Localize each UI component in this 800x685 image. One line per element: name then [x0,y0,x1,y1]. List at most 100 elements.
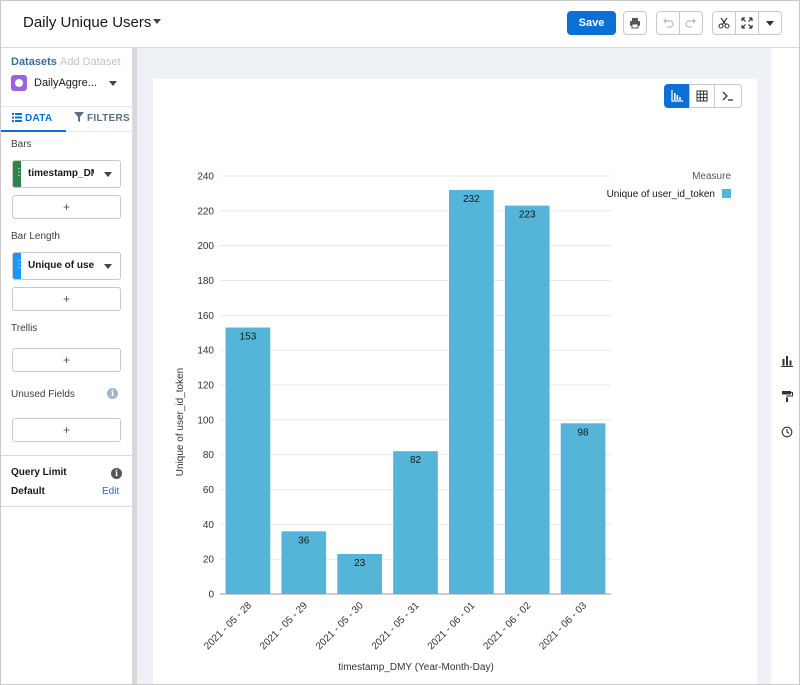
undo-icon [663,18,674,28]
dataset-icon [11,75,27,91]
legend-swatch[interactable] [722,189,731,198]
tab-data[interactable]: DATA [1,107,66,132]
bar[interactable] [449,189,494,594]
tab-filters[interactable]: FILTERS [67,107,133,132]
chevron-down-icon[interactable] [104,264,112,269]
x-tick-label: 2021 - 05 - 28 [202,600,254,652]
save-button[interactable]: Save [567,11,616,35]
y-axis-ticks: 0 20 40 60 80 100 120 140 160 180 200 220 240 [197,172,214,601]
bar-value-label: 36 [298,535,310,546]
cut-button[interactable] [712,11,736,35]
unused-fields-label: Unused Fields [11,389,75,400]
divider [1,506,133,507]
table-icon [696,90,708,102]
drag-handle-icon[interactable] [13,161,24,187]
chevron-down-icon [766,21,774,26]
x-tick-label: 2021 - 05 - 31 [370,600,422,652]
y-tick-label: 100 [197,415,214,426]
info-icon[interactable]: i [111,468,122,479]
add-trellis-button[interactable]: + [12,348,121,372]
legend-title: Measure [692,171,731,182]
cut-icon [718,17,730,29]
paint-icon[interactable] [781,390,793,402]
more-actions-button[interactable] [758,11,782,35]
bars-field-label: timestamp_DMY [28,168,94,179]
panel-splitter[interactable] [133,48,137,684]
print-button[interactable] [623,11,647,35]
y-tick-label: 160 [197,311,214,322]
x-axis-ticks: 2021 - 05 - 28 2021 - 05 - 29 2021 - 05 - … [202,600,589,652]
y-tick-label: 200 [197,241,214,252]
bar-chart: 0 20 40 60 80 100 120 140 160 180 200 220 240 153 36 2… [175,171,731,673]
bars-label: Bars [11,139,32,150]
bar[interactable] [337,553,382,594]
chart-icon [671,90,683,102]
bar-value-label: 153 [240,332,257,343]
add-bars-button[interactable]: + [12,195,121,219]
left-panel: Datasets Add Dataset DailyAggre... DATA … [1,48,133,684]
bar[interactable] [225,327,271,594]
print-icon [630,18,640,29]
y-axis-label: Unique of user_id_token [175,368,186,476]
redo-icon [685,18,696,28]
chart-properties-icon[interactable] [781,355,793,367]
dataset-name[interactable]: DailyAggre... [34,77,97,89]
bar[interactable] [281,531,327,594]
trellis-label: Trellis [11,323,38,334]
x-tick-label: 2021 - 05 - 30 [314,600,366,652]
expand-button[interactable] [735,11,759,35]
x-axis-label: timestamp_DMY (Year-Month-Day) [338,662,494,673]
bar-length-label: Bar Length [11,231,60,242]
x-tick-label: 2021 - 06 - 02 [482,600,534,652]
query-limit-edit-link[interactable]: Edit [102,486,120,497]
y-tick-label: 180 [197,276,214,287]
drag-handle-icon[interactable] [13,253,24,279]
bar[interactable] [504,205,550,594]
bar-length-field-pill[interactable]: Unique of user_id_token [12,252,121,280]
undo-button[interactable] [656,11,680,35]
header-bar: Daily Unique Users Save [1,1,799,48]
filter-icon [74,112,84,122]
chart-bars: 153 36 23 82 232 223 98 [225,189,606,594]
add-bar-length-button[interactable]: + [12,287,121,311]
y-tick-label: 220 [197,206,214,217]
chevron-down-icon[interactable] [153,19,161,24]
lens-title[interactable]: Daily Unique Users [23,14,152,31]
bar[interactable] [393,451,438,594]
query-limit-label: Query Limit [11,467,67,478]
console-icon [722,91,733,101]
add-unused-field-button[interactable]: + [12,418,121,442]
x-tick-label: 2021 - 06 - 03 [537,600,589,652]
y-tick-label: 80 [203,450,215,461]
expand-icon [741,17,753,29]
right-rail [771,48,799,684]
y-tick-label: 240 [197,172,214,183]
query-limit-value: Default [11,486,45,497]
list-icon [12,113,22,122]
x-tick-label: 2021 - 06 - 01 [426,600,478,652]
legend-series-label: Unique of user_id_token [607,189,715,200]
redo-button[interactable] [679,11,703,35]
history-icon[interactable] [781,426,793,438]
table-view-button[interactable] [689,84,715,108]
info-icon[interactable]: i [107,388,118,399]
datasets-label: Datasets [11,56,57,68]
bar[interactable] [560,423,606,594]
bar-value-label: 223 [519,210,536,221]
divider [1,455,133,456]
bar-length-field-label: Unique of user_id_token [28,260,94,271]
add-dataset-link[interactable]: Add Dataset [60,56,121,68]
tab-filters-label: FILTERS [87,113,131,124]
tab-data-label: DATA [25,113,53,124]
bars-field-pill[interactable]: timestamp_DMY [12,160,121,188]
chart-view-button[interactable] [664,84,690,108]
query-view-button[interactable] [714,84,742,108]
y-tick-label: 40 [203,520,215,531]
x-tick-label: 2021 - 05 - 29 [258,600,310,652]
chevron-down-icon[interactable] [109,81,117,86]
bar-value-label: 98 [578,427,590,438]
chevron-down-icon[interactable] [104,172,112,177]
bar-value-label: 232 [463,194,480,205]
bar-value-label: 82 [410,455,422,466]
y-tick-label: 120 [197,381,214,392]
